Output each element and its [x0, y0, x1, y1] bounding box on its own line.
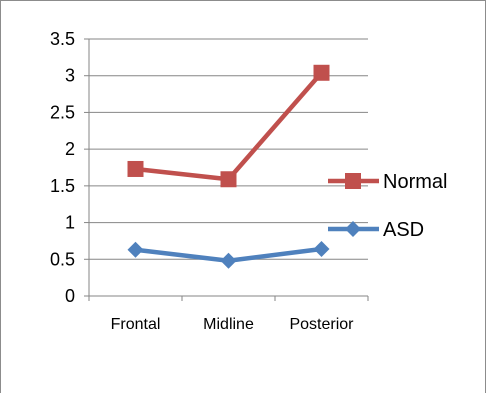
data-point-marker	[313, 241, 330, 258]
data-point-marker	[220, 252, 237, 269]
data-point-marker	[127, 160, 144, 177]
data-point-marker	[127, 241, 144, 258]
legend-label: Normal	[383, 171, 447, 193]
data-point-marker	[313, 64, 330, 81]
y-tick-label: 0	[65, 286, 75, 306]
series-asd	[127, 241, 330, 269]
legend-marker	[345, 173, 361, 189]
legend-item-asd: ASD	[328, 219, 424, 241]
y-axis-tick-labels: 0 0.5 1 1.5 2 2.5 3 3.5	[50, 29, 75, 306]
data-point-marker	[220, 171, 237, 188]
axes	[84, 38, 369, 301]
series	[127, 64, 330, 269]
legend-item-normal: Normal	[328, 171, 447, 193]
y-tick-label: 0.5	[50, 249, 75, 269]
y-tick-label: 2	[65, 139, 75, 159]
series-line	[135, 71, 324, 182]
legend: Normal ASD	[328, 171, 447, 241]
x-tick-label: Frontal	[111, 316, 161, 333]
y-tick-label: 1	[65, 213, 75, 233]
x-axis-tick-labels: Frontal Midline Posterior	[111, 316, 355, 333]
x-tick-label: Posterior	[289, 316, 354, 333]
legend-label: ASD	[383, 219, 424, 241]
y-tick-label: 3.5	[50, 29, 75, 49]
series-normal	[127, 64, 330, 188]
y-tick-label: 2.5	[50, 102, 75, 122]
x-tick-label: Midline	[203, 316, 254, 333]
y-tick-label: 1.5	[50, 176, 75, 196]
y-tick-label: 3	[65, 66, 75, 86]
legend-marker	[345, 221, 361, 237]
